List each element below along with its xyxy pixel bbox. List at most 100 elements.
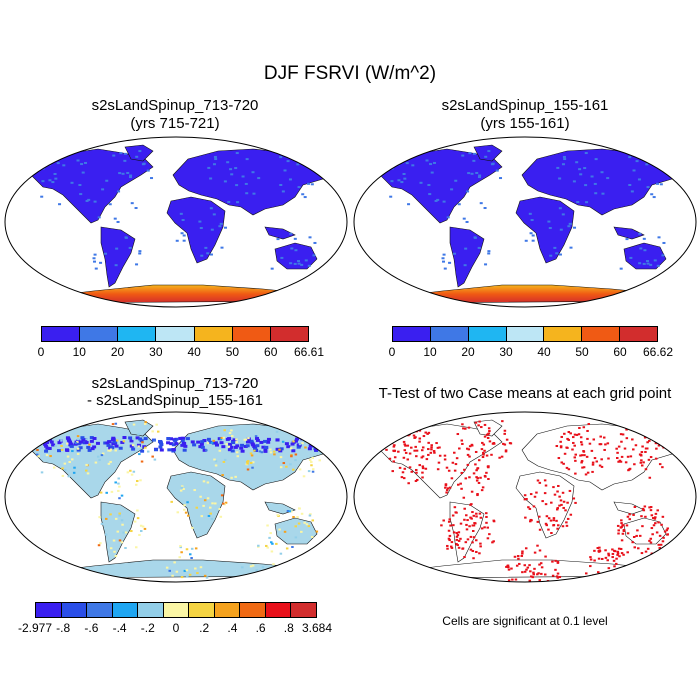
significant-cell	[573, 444, 576, 447]
grid-cell	[143, 527, 147, 530]
grid-cell	[151, 455, 154, 458]
significant-cell	[552, 524, 556, 527]
grid-cell	[232, 438, 237, 442]
antarctica	[42, 559, 316, 579]
significant-cell	[398, 466, 402, 469]
grid-cell	[76, 447, 80, 450]
significant-cell	[629, 569, 633, 572]
grid-cell	[116, 220, 120, 223]
significant-cell	[620, 455, 624, 458]
grid-cell	[230, 449, 235, 453]
significant-cell	[447, 469, 451, 472]
grid-cell	[78, 446, 83, 450]
grid-cell	[84, 161, 88, 164]
grid-cell	[131, 447, 136, 451]
significant-cell	[616, 552, 620, 555]
grid-cell	[400, 181, 404, 184]
grid-cell	[124, 546, 127, 549]
grid-cell	[209, 177, 213, 180]
grid-cell	[122, 531, 125, 534]
significant-cell	[657, 543, 661, 546]
significant-cell	[631, 573, 634, 576]
significant-cell	[422, 435, 426, 438]
grid-cell	[212, 213, 216, 216]
significant-cell	[662, 536, 665, 539]
significant-cell	[524, 547, 528, 550]
grid-cell	[483, 207, 487, 210]
colorbar	[35, 602, 317, 618]
significant-cell	[618, 555, 621, 558]
significant-cell	[481, 486, 485, 489]
grid-cell	[98, 458, 101, 461]
significant-cell	[400, 476, 404, 479]
significant-cell	[481, 441, 484, 444]
significant-cell	[612, 559, 616, 562]
grid-cell	[93, 253, 97, 256]
significant-cell	[600, 458, 603, 461]
grid-cell	[209, 512, 212, 515]
significant-cell	[523, 494, 527, 497]
significant-cell	[641, 445, 644, 448]
significant-cell	[445, 491, 448, 494]
significant-cell	[470, 444, 474, 447]
significant-cell	[655, 531, 659, 534]
grid-cell	[288, 510, 292, 513]
grid-cell	[109, 460, 112, 463]
significant-cell	[480, 489, 484, 492]
colorbar-tick-label: 3.684	[301, 621, 333, 635]
grid-cell	[294, 459, 297, 462]
grid-cell	[530, 219, 534, 222]
significant-cell	[558, 575, 562, 578]
significant-cell	[533, 551, 537, 554]
grid-cell	[103, 441, 108, 445]
significant-cell	[475, 469, 478, 472]
grid-cell	[227, 445, 231, 448]
colorbar-tick-label: 30	[499, 345, 513, 359]
significant-cell	[544, 522, 548, 525]
grid-cell	[487, 252, 491, 255]
significant-cell	[620, 525, 623, 528]
grid-cell	[169, 442, 174, 446]
significant-cell	[465, 523, 468, 526]
significant-cell	[591, 463, 595, 466]
grid-cell	[251, 564, 255, 567]
grid-cell	[200, 440, 205, 444]
grid-cell	[175, 570, 179, 573]
grid-cell	[70, 181, 74, 184]
significant-cell	[565, 446, 568, 449]
grid-cell	[279, 552, 283, 555]
significant-cell	[557, 457, 561, 460]
significant-cell	[475, 515, 478, 518]
significant-cell	[455, 457, 459, 460]
significant-cell	[442, 519, 445, 522]
colorbar-tick-label: -2.977	[17, 621, 53, 635]
significant-cell	[472, 536, 476, 539]
grid-cell	[441, 257, 445, 260]
significance-note: Cells are significant at 0.1 level	[442, 614, 608, 628]
significant-cell	[455, 532, 459, 535]
colorbar-tick-label: 50	[575, 345, 589, 359]
grid-cell	[257, 545, 260, 548]
significant-cell	[424, 467, 428, 470]
grid-cell	[653, 259, 657, 262]
grid-cell	[249, 461, 253, 464]
grid-cell	[250, 454, 254, 457]
significant-cell	[472, 514, 476, 517]
grid-cell	[88, 443, 91, 446]
significant-cell	[574, 459, 577, 462]
significant-cell	[450, 477, 454, 480]
grid-cell	[158, 445, 163, 449]
grid-cell	[306, 429, 309, 432]
significant-cell	[622, 553, 625, 556]
grid-cell	[286, 573, 289, 576]
grid-cell	[255, 569, 259, 572]
significant-cell	[551, 574, 555, 577]
grid-cell	[254, 435, 258, 438]
grid-cell	[320, 444, 325, 448]
grid-cell	[173, 439, 178, 443]
antarctica	[391, 284, 665, 304]
grid-cell	[635, 160, 639, 163]
grid-cell	[114, 449, 117, 452]
grid-cell	[209, 506, 212, 509]
significant-cell	[397, 436, 401, 439]
